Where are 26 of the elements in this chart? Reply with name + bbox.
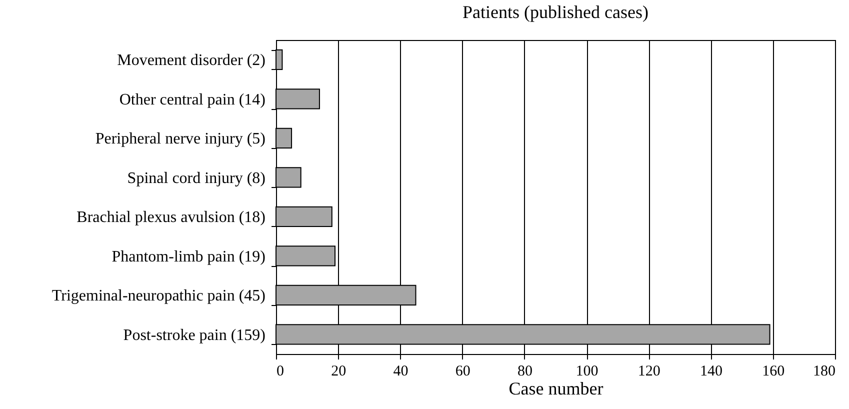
x-tick-label: 160 [762,364,785,380]
bar [276,246,336,266]
x-tick-label: 100 [576,364,598,380]
bar [276,206,332,227]
bar [276,167,302,188]
y-tick-label: Post-stroke pain (159) [123,326,266,344]
y-tick-label: Phantom-limb pain (19) [112,248,266,266]
x-axis-title: Case number [508,378,604,398]
x-tick-label: 0 [276,364,284,380]
y-tick-label: Trigeminal-neuropathic pain (45) [52,288,266,305]
y-tick-label: Spinal cord injury (8) [127,170,266,187]
bar [276,49,283,70]
x-tick-label: 20 [331,364,346,380]
bar [276,88,320,110]
chart-title: Patients (published cases) [462,2,648,22]
bar [276,128,292,148]
y-tick-label: Brachial plexus avulsion (18) [76,209,266,226]
x-tick-label: 60 [455,364,470,380]
x-tick-label: 180 [813,364,836,380]
y-tick-label: Peripheral nerve injury (5) [95,130,266,148]
y-tick-label: Other central pain (14) [119,91,266,108]
y-tick-label: Movement disorder (2) [117,52,266,70]
x-tick-label: 120 [638,364,660,380]
x-tick-label: 140 [700,364,723,380]
x-tick-label: 80 [517,364,532,380]
x-tick-label: 40 [393,364,408,380]
